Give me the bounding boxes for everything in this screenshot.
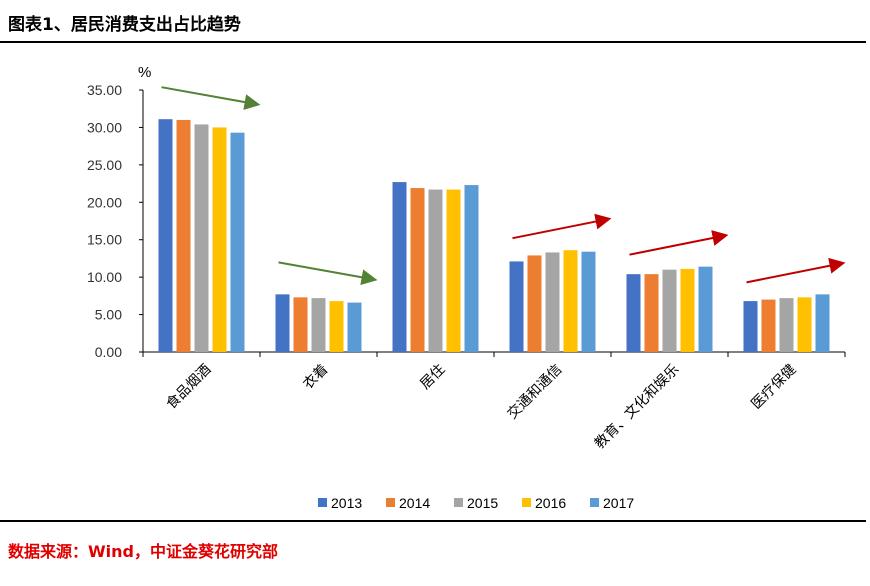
y-tick-label: 5.00 xyxy=(95,307,122,323)
bar-2016 xyxy=(680,268,695,352)
bar-2016 xyxy=(563,250,578,352)
x-tick-label: 教育、文化和娱乐 xyxy=(591,361,682,452)
bar-2015 xyxy=(545,252,560,352)
x-tick-label: 医疗保健 xyxy=(748,361,799,412)
legend-label: 2017 xyxy=(603,495,634,511)
bar-2013 xyxy=(158,119,173,353)
bar-2016 xyxy=(446,189,461,352)
bar-2017 xyxy=(464,185,479,352)
legend-swatch-2014 xyxy=(386,498,395,507)
legend-swatch-2017 xyxy=(590,498,599,507)
legend-label: 2016 xyxy=(535,495,566,511)
bar-2014 xyxy=(293,297,308,352)
bar-2014 xyxy=(176,119,191,352)
trend-arrow xyxy=(746,257,846,284)
bar-2015 xyxy=(428,189,443,352)
y-tick-label: 15.00 xyxy=(87,232,122,248)
bar-2013 xyxy=(392,182,407,352)
x-tick-label: 食品烟酒 xyxy=(163,361,214,412)
bar-2014 xyxy=(410,188,425,352)
y-tick-label: 35.00 xyxy=(87,82,122,98)
bottom-divider xyxy=(0,520,866,522)
legend-label: 2015 xyxy=(467,495,498,511)
bar-2017 xyxy=(347,302,362,352)
bar-2014 xyxy=(761,299,776,352)
x-tick-label: 居住 xyxy=(417,361,448,392)
legend-label: 2014 xyxy=(399,495,430,511)
bar-2017 xyxy=(698,266,713,352)
top-divider xyxy=(0,41,866,43)
bar-2016 xyxy=(212,127,227,352)
legend-label: 2013 xyxy=(331,495,362,511)
legend-swatch-2016 xyxy=(522,498,531,507)
legend-swatch-2015 xyxy=(454,498,463,507)
x-tick-label: 衣着 xyxy=(300,361,331,392)
trend-arrow xyxy=(629,230,729,256)
legend-swatch-2013 xyxy=(318,498,327,507)
source-note: 数据来源：Wind，中证金葵花研究部 xyxy=(8,542,278,561)
y-tick-label: 20.00 xyxy=(87,194,122,210)
bar-2017 xyxy=(230,132,245,352)
y-tick-label: 10.00 xyxy=(87,269,122,285)
y-tick-label: 30.00 xyxy=(87,119,122,135)
bar-2015 xyxy=(779,298,794,352)
bar-2015 xyxy=(662,269,677,352)
y-axis-unit: % xyxy=(138,64,151,81)
bar-2013 xyxy=(509,261,524,352)
trend-arrow xyxy=(161,86,261,110)
x-tick-label: 交通和通信 xyxy=(504,361,565,422)
bar-2013 xyxy=(626,274,641,352)
chart-title: 图表1、居民消费支出占比趋势 xyxy=(8,15,241,35)
bar-2016 xyxy=(329,301,344,352)
bar-2014 xyxy=(527,255,542,352)
bar-2016 xyxy=(797,297,812,352)
bar-2015 xyxy=(311,298,326,352)
bar-2015 xyxy=(194,124,209,352)
trend-arrow xyxy=(512,213,612,240)
y-tick-label: 25.00 xyxy=(87,157,122,173)
bar-2013 xyxy=(275,294,290,352)
y-tick-label: 0.00 xyxy=(95,344,122,360)
bar-2014 xyxy=(644,274,659,352)
bar-2013 xyxy=(743,301,758,352)
bar-2017 xyxy=(815,294,830,352)
trend-arrow xyxy=(278,261,378,286)
bar-2017 xyxy=(581,251,596,352)
